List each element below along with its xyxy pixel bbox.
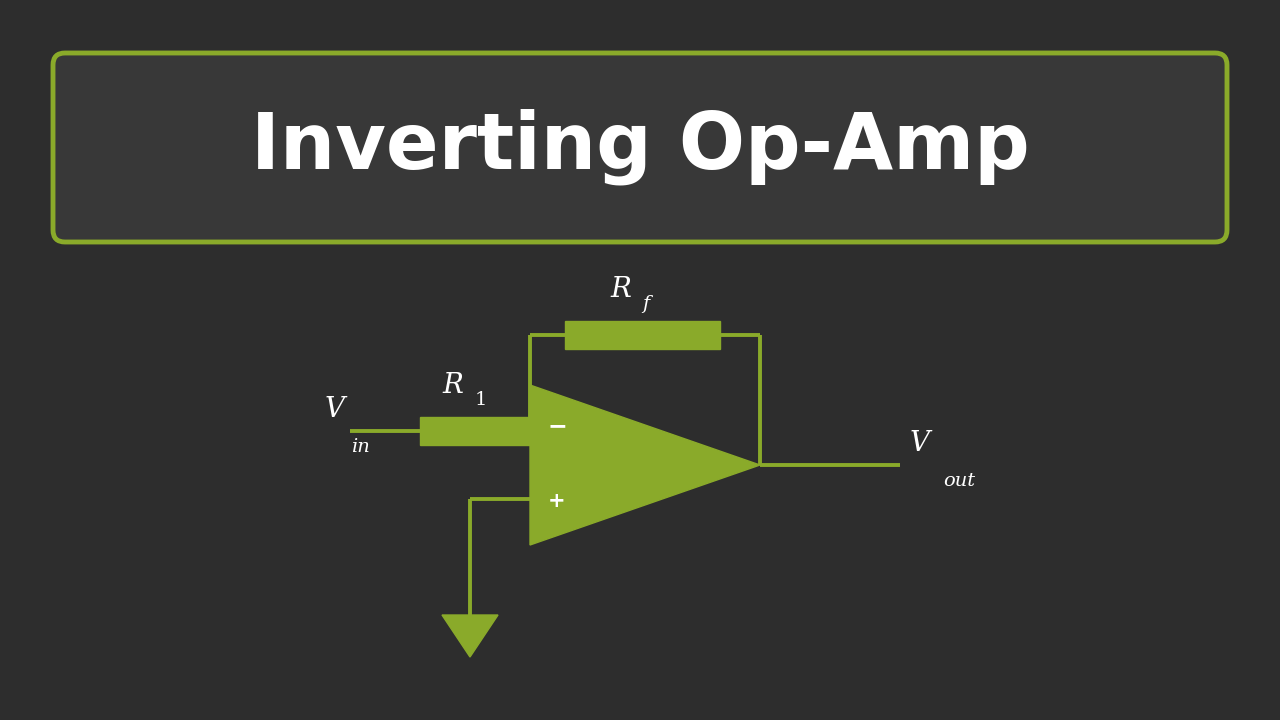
- Polygon shape: [530, 385, 760, 545]
- Text: 1: 1: [475, 391, 488, 409]
- Text: out: out: [943, 472, 975, 490]
- Polygon shape: [442, 615, 498, 657]
- Text: V: V: [910, 430, 931, 457]
- Text: f: f: [643, 295, 650, 313]
- FancyBboxPatch shape: [420, 417, 530, 445]
- Text: R: R: [443, 372, 463, 399]
- FancyBboxPatch shape: [52, 53, 1228, 242]
- Text: −: −: [548, 414, 568, 438]
- Text: +: +: [548, 491, 566, 511]
- Text: Inverting Op-Amp: Inverting Op-Amp: [251, 109, 1029, 185]
- FancyBboxPatch shape: [564, 321, 719, 349]
- Text: in: in: [351, 438, 370, 456]
- Text: R: R: [611, 276, 631, 303]
- Text: V: V: [325, 396, 346, 423]
